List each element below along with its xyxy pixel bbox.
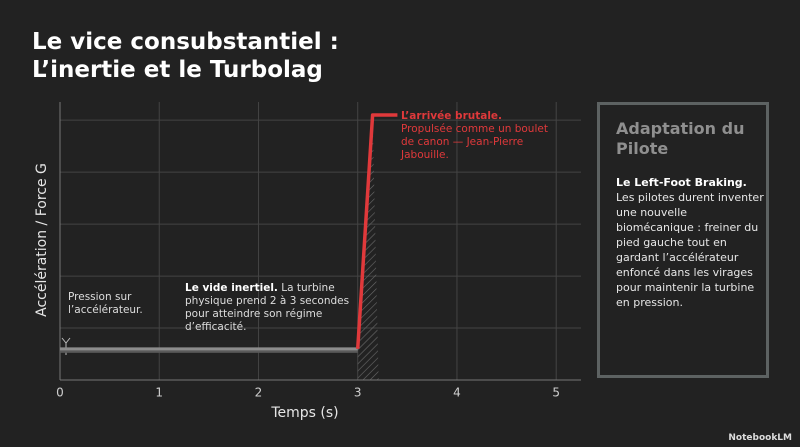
y-axis-label: Accélération / Force G xyxy=(34,163,50,317)
panel-title: Adaptation du Pilote xyxy=(616,119,745,158)
annotation: Le vide inertiel. La turbine physique pr… xyxy=(185,282,360,334)
line xyxy=(355,113,398,349)
annotation-title: L’arrivée brutale. xyxy=(401,110,503,122)
title-line: L’inertie et le Turbolag xyxy=(32,57,323,83)
area xyxy=(60,348,358,353)
panel-text: Les pilotes durent inventer une nouvelle… xyxy=(616,191,764,309)
panel-body: Le Left-Foot Braking. Les pilotes durent … xyxy=(616,175,764,310)
title: Le vice consubstantiel : L’inertie et le… xyxy=(32,28,339,84)
x-tick-label: 3 xyxy=(354,386,362,400)
x-tick-label: 4 xyxy=(453,386,461,400)
x-tick-label: 0 xyxy=(56,386,64,400)
title-line: Le vice consubstantiel : xyxy=(32,29,339,55)
area xyxy=(357,114,379,380)
x-axis-label: Temps (s) xyxy=(270,405,338,421)
x-tick-label: 5 xyxy=(552,386,560,400)
annotation: Pression sur l’accélérateur. xyxy=(68,291,168,317)
annotation-title: Le vide inertiel. xyxy=(185,282,278,294)
footer: NotebookLM xyxy=(728,433,792,443)
panel-subtitle: Le Left-Foot Braking. xyxy=(616,176,747,189)
x-tick-label: 2 xyxy=(255,386,263,400)
annotation: L’arrivée brutale. Propulsée comme un bou… xyxy=(401,110,561,162)
side-panel: Adaptation du Pilote Le Left-Foot Brakin… xyxy=(597,102,769,378)
annotation-text: La turbine physique prend 2 à 3 secondes… xyxy=(185,282,350,333)
annotation-text: Propulsée comme un boulet de canon — Jea… xyxy=(401,123,548,161)
annotation-text: Pression sur l’accélérateur. xyxy=(68,291,143,316)
x-tick-label: 1 xyxy=(155,386,163,400)
